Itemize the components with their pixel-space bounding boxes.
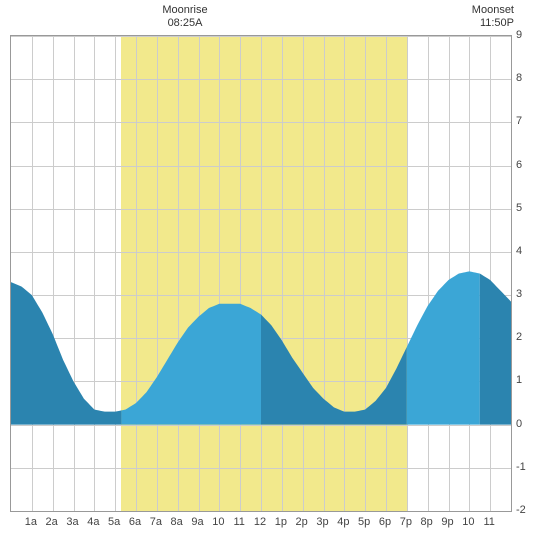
y-tick: 4 bbox=[516, 245, 546, 257]
x-tick: 11 bbox=[229, 516, 249, 528]
x-tick: 10 bbox=[208, 516, 228, 528]
x-tick: 5a bbox=[104, 516, 124, 528]
tide-pm-light bbox=[407, 271, 480, 424]
x-tick: 3p bbox=[313, 516, 333, 528]
x-tick: 8p bbox=[417, 516, 437, 528]
y-tick: 0 bbox=[516, 418, 546, 430]
y-tick: 6 bbox=[516, 159, 546, 171]
x-tick: 6a bbox=[125, 516, 145, 528]
x-tick: 12 bbox=[250, 516, 270, 528]
x-tick: 4a bbox=[83, 516, 103, 528]
x-tick: 9p bbox=[438, 516, 458, 528]
moonrise-time: 08:25A bbox=[145, 17, 225, 30]
y-tick: -2 bbox=[516, 504, 546, 516]
y-tick: 5 bbox=[516, 202, 546, 214]
moonrise-label: Moonrise 08:25A bbox=[145, 4, 225, 30]
x-tick: 11 bbox=[479, 516, 499, 528]
moonset-title: Moonset bbox=[434, 4, 514, 17]
x-tick: 2p bbox=[292, 516, 312, 528]
tide-am-light bbox=[121, 304, 261, 425]
moonrise-title: Moonrise bbox=[145, 4, 225, 17]
y-tick: 2 bbox=[516, 331, 546, 343]
y-tick: 8 bbox=[516, 72, 546, 84]
tide-late-dark bbox=[480, 274, 511, 425]
x-tick: 10 bbox=[458, 516, 478, 528]
x-tick: 1a bbox=[21, 516, 41, 528]
x-tick: 2a bbox=[42, 516, 62, 528]
y-tick: -1 bbox=[516, 461, 546, 473]
plot-area bbox=[10, 35, 512, 512]
moonset-label: Moonset 11:50P bbox=[434, 4, 514, 30]
x-tick: 9a bbox=[188, 516, 208, 528]
x-tick: 5p bbox=[354, 516, 374, 528]
y-tick: 7 bbox=[516, 115, 546, 127]
x-tick: 4p bbox=[333, 516, 353, 528]
x-tick: 6p bbox=[375, 516, 395, 528]
moonset-time: 11:50P bbox=[434, 17, 514, 30]
tide-am-dark bbox=[11, 282, 121, 425]
tide-pm-dark bbox=[261, 315, 407, 425]
tide-area bbox=[11, 36, 511, 511]
y-tick: 9 bbox=[516, 29, 546, 41]
x-tick: 3a bbox=[63, 516, 83, 528]
y-tick: 3 bbox=[516, 288, 546, 300]
x-tick: 7a bbox=[146, 516, 166, 528]
x-tick: 7p bbox=[396, 516, 416, 528]
tide-chart: Moonrise 08:25A Moonset 11:50P -2-101234… bbox=[0, 0, 550, 550]
x-tick: 1p bbox=[271, 516, 291, 528]
y-tick: 1 bbox=[516, 374, 546, 386]
x-tick: 8a bbox=[167, 516, 187, 528]
